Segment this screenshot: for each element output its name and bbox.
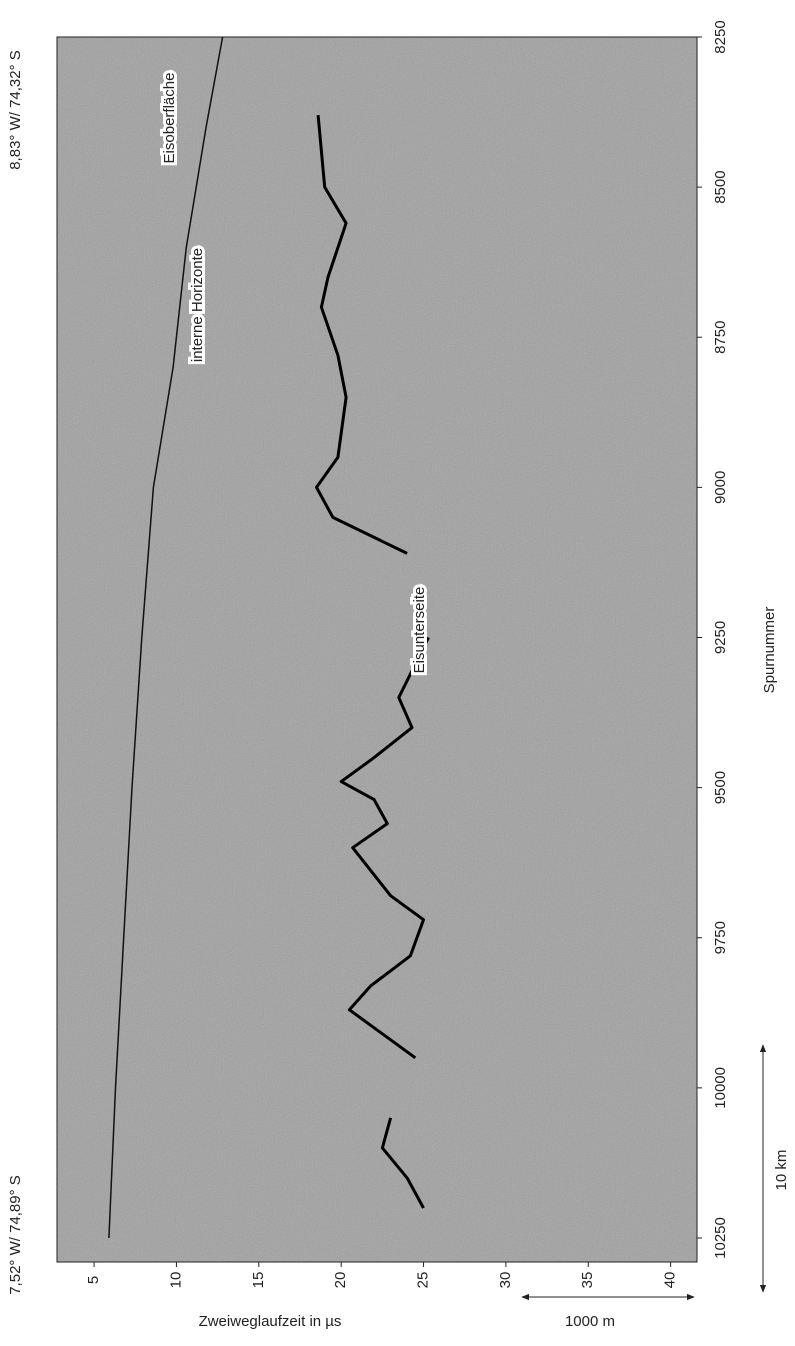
x-tick-label: 15 xyxy=(250,1272,267,1289)
radargram xyxy=(57,37,697,1262)
annotation: Eisunterseite xyxy=(411,587,428,674)
x-tick-label: 30 xyxy=(497,1272,514,1289)
y-axis-label: Spurnummer xyxy=(761,607,778,694)
reflector-line xyxy=(315,114,430,1209)
x-tick-label: 35 xyxy=(579,1272,596,1289)
y-tick-label: 8750 xyxy=(712,321,729,354)
reflector-line xyxy=(108,36,224,1239)
x-tick-label: 5 xyxy=(85,1276,102,1284)
scale-label: 1000 m xyxy=(565,1313,615,1330)
scale-label: 10 km xyxy=(773,1150,790,1191)
y-tick-label: 9500 xyxy=(712,771,729,804)
plot-frame xyxy=(56,36,698,1263)
y-tick-label: 10000 xyxy=(712,1067,729,1109)
x-tick-label: 10 xyxy=(167,1272,184,1289)
y-tick-label: 9000 xyxy=(712,471,729,504)
corner-label: 7,52° W/ 74,89° S xyxy=(7,1175,24,1295)
y-tick-label: 8250 xyxy=(712,20,729,53)
x-tick-label: 25 xyxy=(415,1272,432,1289)
y-tick-label: 9250 xyxy=(712,621,729,654)
annotation: Eisoberfläche xyxy=(161,73,178,164)
y-tick-label: 9750 xyxy=(712,921,729,954)
x-tick-label: 20 xyxy=(332,1272,349,1289)
corner-label: 8,83° W/ 74,32° S xyxy=(7,50,24,170)
y-tick-label: 10250 xyxy=(712,1217,729,1259)
annotation: interne Horizonte xyxy=(189,248,206,362)
y-tick-label: 8500 xyxy=(712,170,729,203)
x-tick-label: 40 xyxy=(662,1272,679,1289)
x-axis-label: Zweiweglaufzeit in µs xyxy=(199,1313,342,1330)
